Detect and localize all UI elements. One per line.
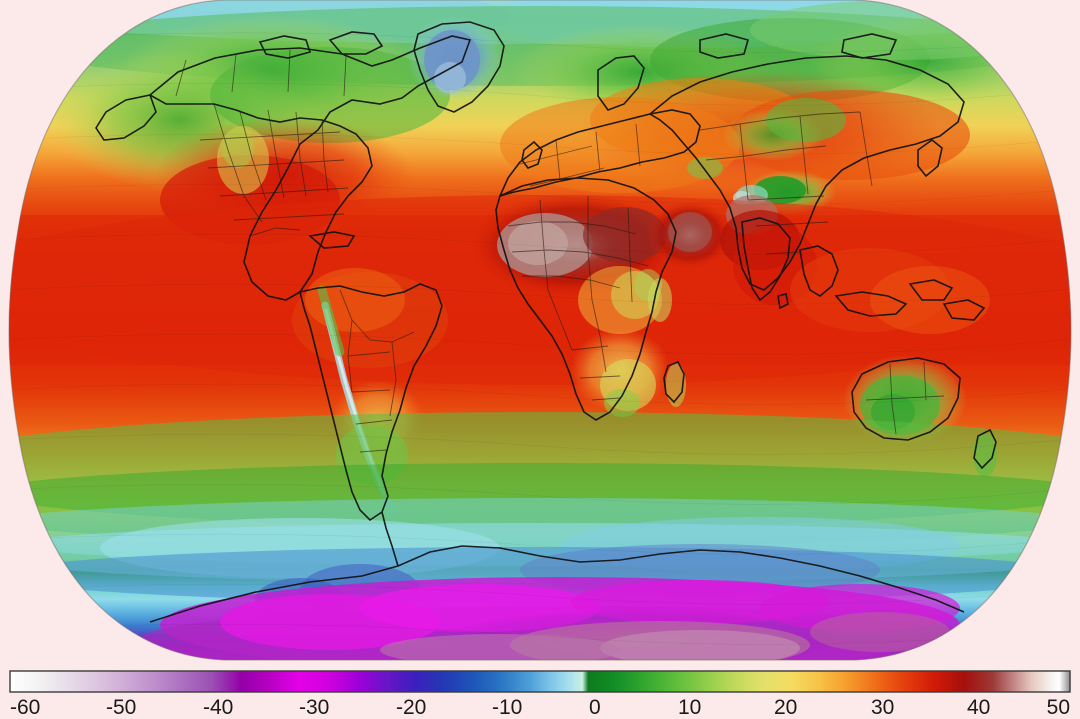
colorbar-tick-label: -20 bbox=[396, 696, 426, 719]
country-border-layer bbox=[175, 49, 945, 453]
globe-outline bbox=[8, 0, 1072, 661]
map-contour-layer bbox=[9, 0, 1071, 660]
colorbar-tick-label: -50 bbox=[106, 696, 136, 719]
coastline-layer bbox=[95, 21, 997, 623]
world-temperature-map bbox=[8, 0, 1072, 661]
colorbar-tick-label: -10 bbox=[492, 696, 522, 719]
colorbar-tick-labels: -60 -50 -40 -30 -20 -10 0 10 20 30 40 50 bbox=[10, 696, 1070, 719]
colorbar-tick-label: 0 bbox=[589, 696, 601, 719]
colorbar-tick-label: 40 bbox=[967, 696, 990, 719]
colorbar-tick-label: -60 bbox=[10, 696, 40, 719]
colorbar-gradient-bar[interactable] bbox=[9, 670, 1071, 693]
colorbar-panel[interactable]: -60 -50 -40 -30 -20 -10 0 10 20 30 40 50 bbox=[0, 662, 1080, 719]
contour-texture bbox=[9, 32, 1071, 645]
colorbar-tick-label: -30 bbox=[299, 696, 329, 719]
colorbar-tick-label: -40 bbox=[203, 696, 233, 719]
colorbar-tick-label: 50 bbox=[1047, 696, 1070, 719]
colorbar-tick-label: 30 bbox=[871, 696, 894, 719]
world-map-panel bbox=[8, 0, 1072, 661]
colorbar-tick-label: 20 bbox=[774, 696, 797, 719]
temperature-colorbar[interactable]: -60 -50 -40 -30 -20 -10 0 10 20 30 40 50 bbox=[0, 662, 1080, 719]
colorbar-tick-label: 10 bbox=[678, 696, 701, 719]
